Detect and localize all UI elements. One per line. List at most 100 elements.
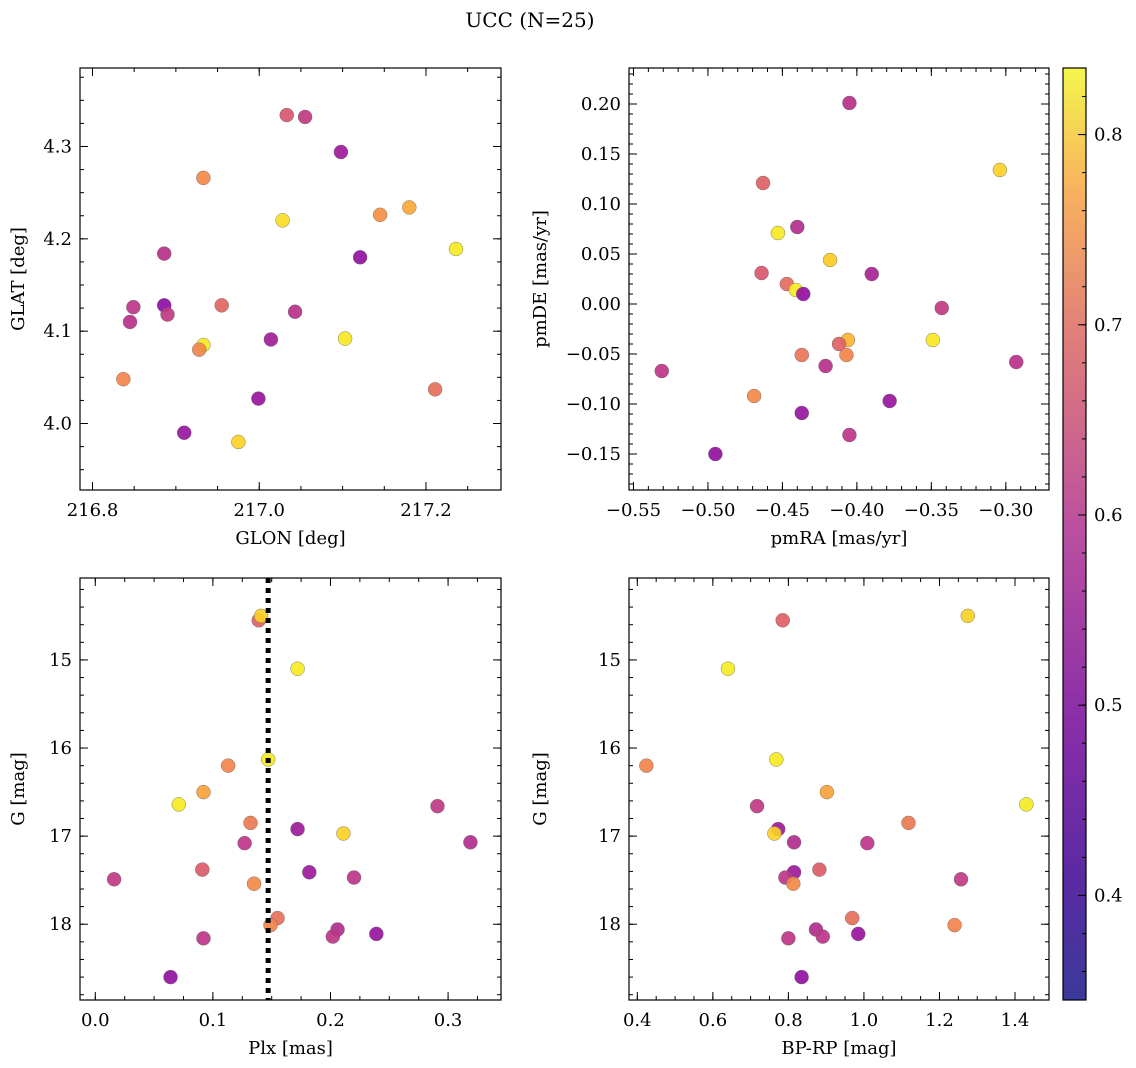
scatter-point [246, 876, 262, 891]
x-tick-label: 0.1 [199, 1010, 228, 1031]
x-tick-label: 0.2 [316, 1010, 345, 1031]
scatter-point [754, 265, 769, 281]
x-tick-label: −0.35 [904, 500, 959, 521]
scatter-point [775, 613, 790, 628]
scatter-point [196, 170, 211, 186]
scatter-point [116, 371, 131, 387]
axes-frame [79, 577, 502, 1001]
x-axis-label: pmRA [mas/yr] [771, 528, 908, 549]
scatter-point [794, 347, 809, 363]
x-tick-label: −0.40 [829, 500, 884, 521]
scatter-point [831, 336, 847, 352]
panel-pmra-pmde: −0.55 −0.50 −0.45 −0.40 −0.35 −0.30 −0.15 −0.10… [530, 67, 1050, 549]
scatter-point [934, 300, 949, 316]
x-tick-label: 0.4 [623, 1010, 652, 1031]
scatter-point [901, 815, 916, 831]
x-axis-label: BP-RP [mag] [781, 1038, 896, 1059]
scatter-point [708, 446, 723, 462]
scatter-point [1009, 354, 1024, 370]
colorbar-tick-label: 0.6 [1094, 505, 1123, 526]
scatter-point [947, 917, 962, 933]
scatter-point [812, 862, 827, 877]
scatter-point [369, 926, 384, 942]
scatter-point [290, 661, 305, 676]
scatter-point [845, 910, 860, 926]
y-tick-label: 4.3 [43, 136, 72, 157]
x-tick-label: 217.2 [400, 500, 452, 521]
scatter-point [842, 95, 857, 111]
scatter-point [372, 207, 388, 223]
y-tick-label: 4.0 [43, 414, 72, 435]
scatter-point [815, 929, 830, 944]
scatter-point [302, 865, 317, 880]
scatter-point [796, 286, 811, 302]
y-tick-label: 18 [49, 914, 72, 935]
x-tick-label: −0.30 [978, 500, 1033, 521]
scatter-point [720, 661, 736, 676]
x-tick-label: 0.3 [434, 1010, 463, 1031]
y-tick-label: 0.10 [581, 194, 621, 215]
scatter-point [864, 266, 879, 282]
x-tick-label: 0.6 [699, 1010, 728, 1031]
scatter-point [992, 162, 1008, 178]
y-tick-label: 16 [49, 738, 72, 759]
scatter-point [822, 252, 838, 268]
x-tick-label: 216.8 [67, 500, 119, 521]
colorbar: 0.4 0.5 0.6 0.7 0.8 [1062, 67, 1123, 1001]
panel-bprp-g: 0.4 0.6 0.8 1.0 1.2 1.4 15 16 17 18 BP-RP [mag] G [… [530, 577, 1050, 1059]
scatter-point [237, 835, 252, 851]
colorbar-tick-label: 0.8 [1094, 125, 1123, 146]
colorbar-tick-label: 0.4 [1094, 885, 1123, 906]
scatter-point [163, 969, 178, 985]
scatter-point [925, 332, 941, 348]
scatter-point [337, 331, 353, 346]
scatter-point [402, 200, 417, 215]
y-tick-label: 17 [49, 826, 72, 847]
scatter-point [325, 929, 341, 944]
x-tick-label: 0.0 [81, 1010, 110, 1031]
y-tick-label: 15 [49, 650, 72, 671]
x-axis-label: Plx [mas] [248, 1038, 333, 1059]
scatter-point [882, 393, 897, 409]
scatter-point [126, 299, 141, 315]
y-tick-label: 4.1 [43, 321, 72, 342]
x-tick-label: 1.4 [1001, 1010, 1030, 1031]
scatter-point [427, 382, 443, 397]
scatter-point [839, 347, 854, 363]
y-tick-label: 0.20 [581, 94, 621, 115]
scatter-point [346, 870, 362, 885]
y-tick-label: −0.05 [566, 344, 621, 365]
x-tick-label: 217.0 [233, 500, 285, 521]
scatter-point [287, 304, 303, 319]
y-tick-label: 16 [598, 738, 621, 759]
scatter-point [781, 931, 796, 946]
x-tick-label: 1.0 [850, 1010, 879, 1031]
scatter-point [819, 784, 835, 800]
y-tick-label: 15 [598, 650, 621, 671]
scatter-point [654, 363, 669, 379]
axes-frame [628, 67, 1050, 491]
scatter-point [177, 425, 192, 440]
scatter-point [192, 342, 207, 357]
scatter-point [818, 358, 833, 374]
scatter-point [790, 219, 805, 235]
colorbar-tick-label: 0.5 [1094, 695, 1123, 716]
scatter-point [860, 835, 875, 851]
y-tick-label: 4.2 [43, 229, 72, 250]
scatter-point [1019, 797, 1034, 812]
panel-glon-glat: 216.8 217.0 217.2 4.0 4.1 4.2 4.3 GLON [deg] GLA… [8, 67, 502, 549]
scatter-point [333, 144, 349, 160]
scatter-point [639, 758, 654, 773]
scatter-point [156, 246, 172, 261]
scatter-point [171, 797, 186, 812]
figure-title: UCC (N=25) [465, 8, 594, 32]
x-tick-label: 0.8 [774, 1010, 803, 1031]
y-tick-label: 18 [598, 914, 621, 935]
scatter-point [243, 815, 258, 831]
y-axis-label: GLAT [deg] [8, 227, 29, 331]
y-axis-label: G [mag] [530, 752, 551, 825]
x-tick-label: 1.2 [925, 1010, 954, 1031]
y-tick-label: 0.15 [581, 144, 621, 165]
colorbar-tick-label: 0.7 [1094, 315, 1123, 336]
